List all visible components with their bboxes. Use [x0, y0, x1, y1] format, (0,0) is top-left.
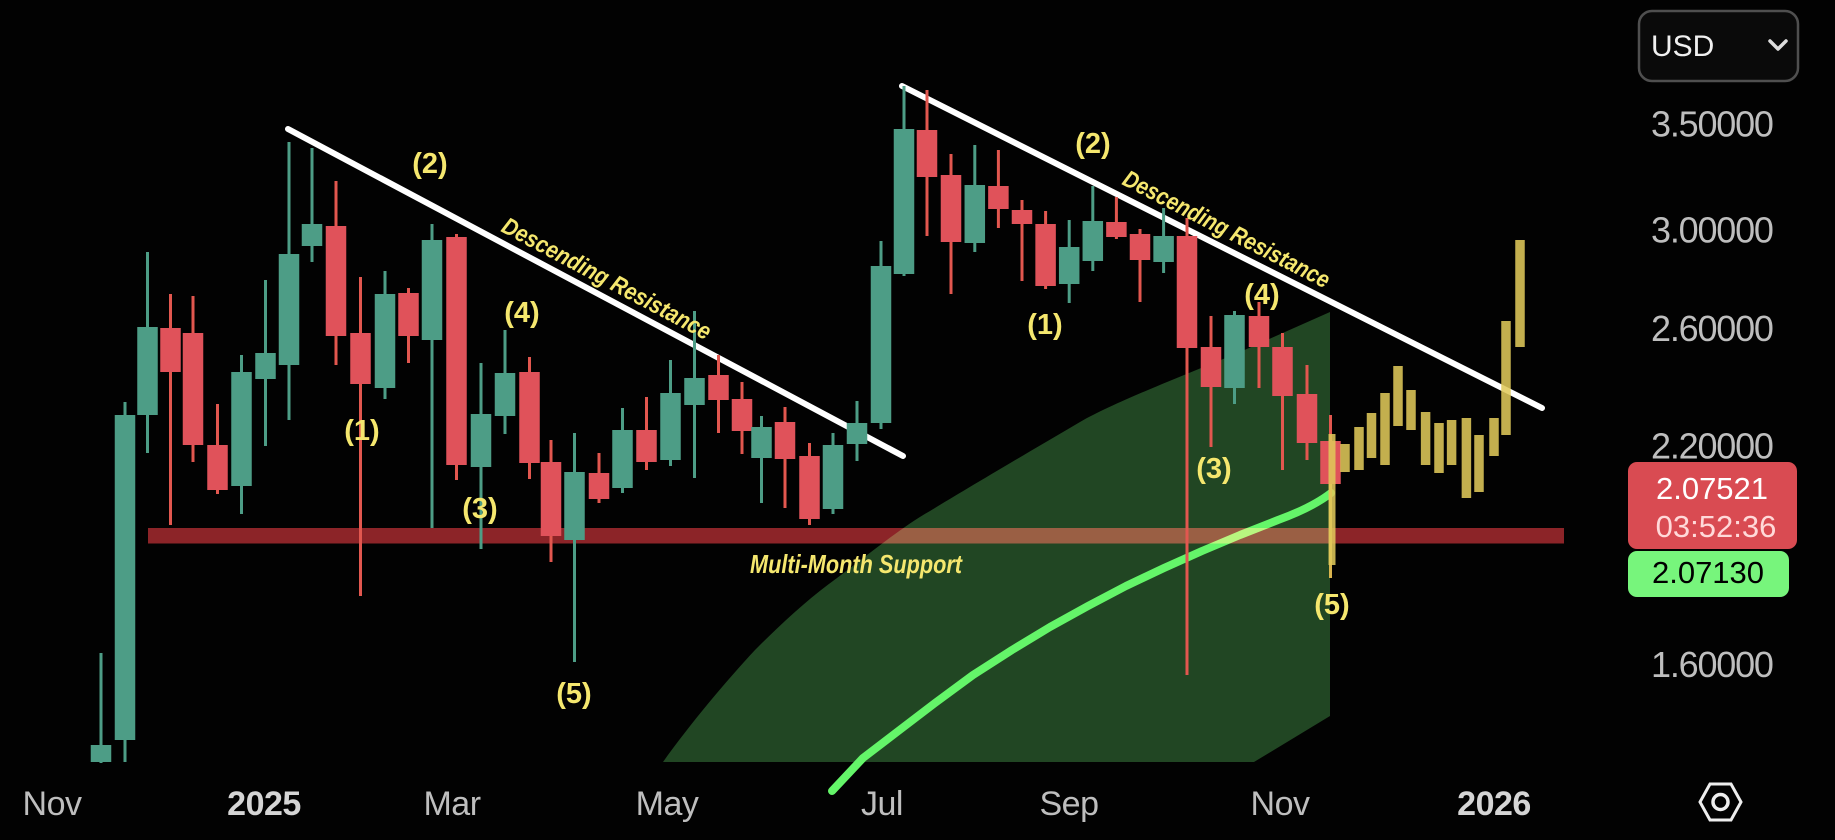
svg-text:USD: USD — [1651, 30, 1714, 63]
svg-text:(2): (2) — [412, 148, 447, 180]
svg-text:2026: 2026 — [1457, 785, 1531, 823]
svg-text:Mar: Mar — [423, 785, 480, 823]
svg-text:2025: 2025 — [227, 785, 301, 823]
svg-text:(4): (4) — [504, 297, 539, 329]
svg-text:3.50000: 3.50000 — [1651, 103, 1773, 144]
svg-text:(1): (1) — [344, 415, 379, 447]
svg-text:2.07130: 2.07130 — [1652, 555, 1764, 590]
svg-text:(3): (3) — [462, 493, 497, 525]
svg-text:2.20000: 2.20000 — [1651, 425, 1773, 466]
svg-text:(3): (3) — [1196, 453, 1231, 485]
svg-text:2.07521: 2.07521 — [1656, 471, 1768, 506]
svg-text:(5): (5) — [556, 678, 591, 710]
svg-text:Multi-Month Support: Multi-Month Support — [750, 549, 963, 579]
svg-text:(4): (4) — [1244, 279, 1279, 311]
svg-text:(1): (1) — [1027, 309, 1062, 341]
svg-text:(2): (2) — [1075, 128, 1110, 160]
svg-text:03:52:36: 03:52:36 — [1656, 509, 1777, 544]
svg-text:Nov: Nov — [23, 785, 82, 823]
svg-text:May: May — [636, 785, 699, 823]
svg-text:Nov: Nov — [1251, 785, 1310, 823]
svg-text:3.00000: 3.00000 — [1651, 209, 1773, 250]
svg-text:Sep: Sep — [1040, 785, 1099, 823]
svg-text:(5): (5) — [1314, 589, 1349, 621]
svg-text:2.60000: 2.60000 — [1651, 308, 1773, 349]
svg-text:Jul: Jul — [861, 785, 903, 823]
svg-text:1.60000: 1.60000 — [1651, 644, 1773, 685]
